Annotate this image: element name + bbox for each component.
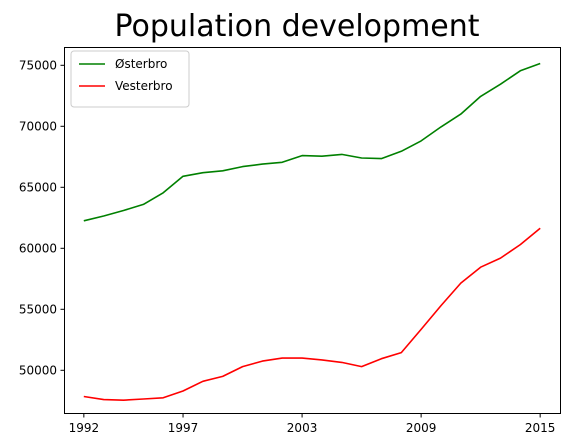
y-tick-label: 65000 [19,180,57,194]
y-tick-label: 60000 [19,241,57,255]
x-tick-label: 2015 [525,421,556,435]
x-tick-label: 2003 [287,421,318,435]
series-line-2 [83,227,541,402]
y-tick-label: 75000 [19,58,57,72]
legend-entries: Østerbro Vesterbro [79,57,173,93]
y-tick-label: 55000 [19,302,57,316]
legend-label-1: Østerbro [115,57,167,71]
chart-title: Population development [114,9,479,44]
y-tick-label: 70000 [19,119,57,133]
plot-area: 1992 1997 2003 2009 2015 50000 55000 60000 6500… [19,47,561,435]
legend: Østerbro Vesterbro [70,50,190,108]
legend-box [70,50,190,108]
x-tick-label: 1992 [69,421,100,435]
x-axis: 1992 1997 2003 2009 2015 [69,413,556,435]
y-tick-label: 50000 [19,363,57,377]
y-axis: 50000 55000 60000 65000 70000 75000 [19,58,65,377]
legend-label-2: Vesterbro [115,79,173,93]
plot-frame [64,47,561,414]
x-tick-label: 2009 [406,421,437,435]
series-layer [83,62,541,402]
series-line-1 [83,62,541,222]
x-tick-label: 1997 [168,421,199,435]
